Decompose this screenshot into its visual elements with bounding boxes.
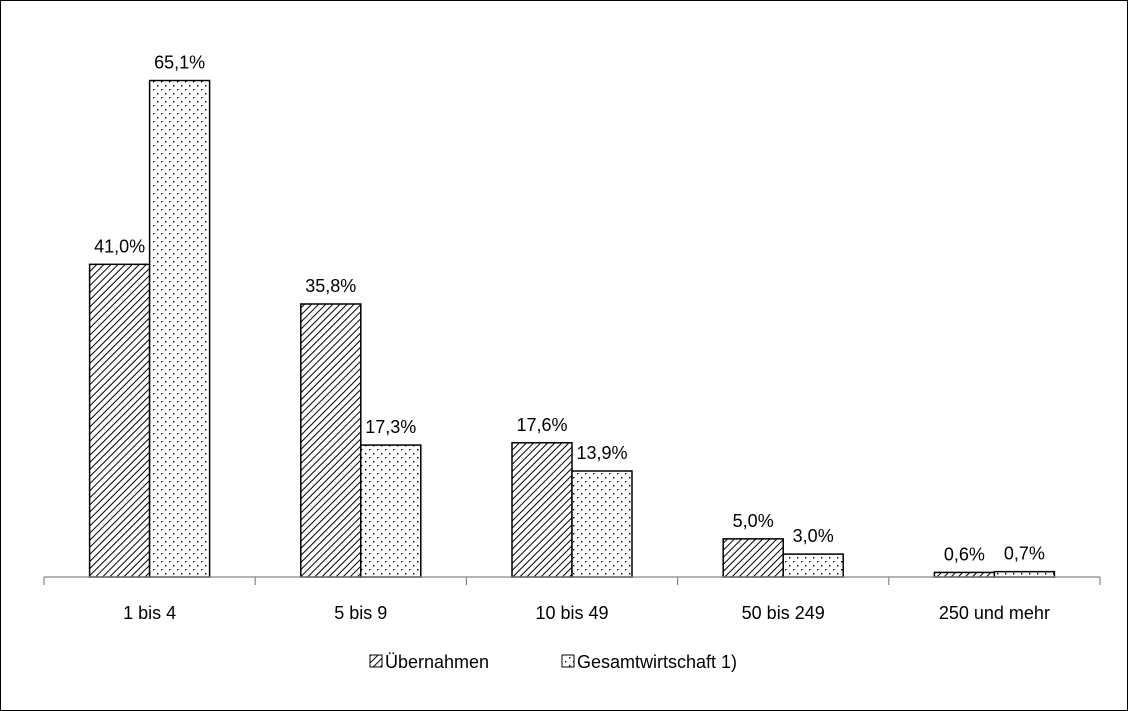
bar-gesamtwirtschaft-1-250-und-mehr: [993, 570, 1056, 578]
legend-swatch-bernahmen: [369, 654, 383, 668]
bars-group: [88, 79, 1056, 578]
x-tick-label-5-bis-9: 5 bis 9: [334, 603, 387, 623]
bar-gesamtwirtschaft-1-5-bis-9: [360, 444, 422, 578]
bar-bernahmen-1-bis-4: [88, 263, 151, 578]
data-labels-group: 41,0% 65,1% 35,8% 17,3% 17,6% 13,9% 5,0% 3,0% 0,…: [94, 53, 1045, 565]
data-label-gesamtwirtschaft-1-1-bis-4: 65,1%: [154, 53, 205, 73]
x-tick-label-10-bis-49: 10 bis 49: [535, 603, 608, 623]
legend-label-gesamtwirtschaft-1: Gesamtwirtschaft 1): [577, 652, 737, 672]
data-label-bernahmen-10-bis-49: 17,6%: [516, 415, 567, 435]
x-tick-label-250-und-mehr: 250 und mehr: [939, 603, 1050, 623]
x-tick-label-1-bis-4: 1 bis 4: [123, 603, 176, 623]
data-label-bernahmen-1-bis-4: 41,0%: [94, 236, 145, 256]
data-label-bernahmen-250-und-mehr: 0,6%: [944, 544, 985, 564]
data-label-gesamtwirtschaft-1-250-und-mehr: 0,7%: [1004, 544, 1045, 564]
legend: Übernahmen Gesamtwirtschaft 1): [369, 652, 737, 672]
bar-bernahmen-10-bis-49: [511, 442, 573, 578]
legend-swatch-gesamtwirtschaft-1: [561, 654, 575, 668]
data-label-gesamtwirtschaft-1-50-bis-249: 3,0%: [793, 526, 834, 546]
bar-bernahmen-250-und-mehr: [933, 571, 996, 578]
data-label-gesamtwirtschaft-1-10-bis-49: 13,9%: [576, 443, 627, 463]
bar-gesamtwirtschaft-1-10-bis-49: [571, 470, 633, 578]
data-label-bernahmen-50-bis-249: 5,0%: [733, 511, 774, 531]
bar-bernahmen-50-bis-249: [722, 538, 784, 578]
bar-gesamtwirtschaft-1-50-bis-249: [782, 553, 844, 578]
data-label-gesamtwirtschaft-1-5-bis-9: 17,3%: [365, 417, 416, 437]
x-tick-label-50-bis-249: 50 bis 249: [742, 603, 825, 623]
x-axis: 1 bis 4 5 bis 9 10 bis 49 50 bis 249 250 und…: [43, 576, 1101, 623]
data-label-bernahmen-5-bis-9: 35,8%: [305, 276, 356, 296]
legend-label-bernahmen: Übernahmen: [385, 652, 489, 672]
bar-gesamtwirtschaft-1-1-bis-4: [148, 79, 211, 578]
bar-bernahmen-5-bis-9: [300, 303, 362, 578]
